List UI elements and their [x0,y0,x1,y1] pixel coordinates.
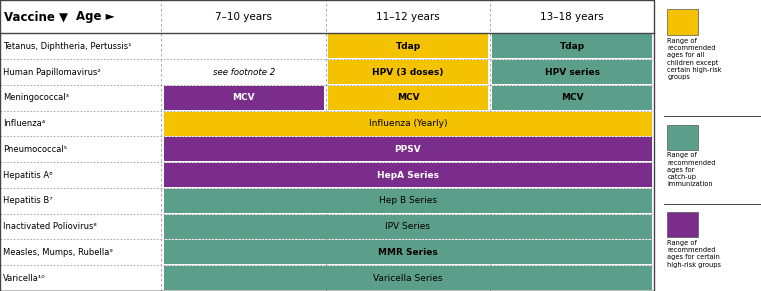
Text: Influenza (Yearly): Influenza (Yearly) [368,119,447,128]
Text: 13–18 years: 13–18 years [540,12,604,22]
Bar [329,34,488,58]
Text: MCV: MCV [232,93,255,102]
Text: 11–12 years: 11–12 years [376,12,440,22]
Bar [164,112,652,136]
Text: Tetanus, Diphtheria, Pertussis¹: Tetanus, Diphtheria, Pertussis¹ [3,42,132,51]
Text: 7–10 years: 7–10 years [215,12,272,22]
Text: Human Papillomavirus²: Human Papillomavirus² [3,68,100,77]
Bar [164,137,652,161]
Text: Hepatitis B⁷: Hepatitis B⁷ [3,196,53,205]
Bar [667,212,698,237]
Text: Inactivated Poliovirus⁸: Inactivated Poliovirus⁸ [3,222,97,231]
Text: Hep B Series: Hep B Series [379,196,437,205]
Bar [329,60,488,84]
Bar [492,34,652,58]
Bar [667,125,698,150]
Text: MMR Series: MMR Series [378,248,438,257]
Text: HPV (3 doses): HPV (3 doses) [372,68,444,77]
Bar [492,60,652,84]
Text: Meningococcal³: Meningococcal³ [3,93,69,102]
Text: Varicella¹⁰: Varicella¹⁰ [3,274,46,283]
Text: IPV Series: IPV Series [385,222,431,231]
Text: Influenza⁴: Influenza⁴ [3,119,46,128]
Text: Hepatitis A⁶: Hepatitis A⁶ [3,171,53,180]
Bar [164,86,324,110]
Text: Tdap: Tdap [396,42,421,51]
Bar [492,86,652,110]
Text: Varicella Series: Varicella Series [373,274,443,283]
Text: HPV series: HPV series [545,68,600,77]
Bar [164,214,652,239]
Text: MCV: MCV [396,93,419,102]
Bar [164,240,652,264]
Bar [667,9,698,35]
Text: PPSV: PPSV [394,145,422,154]
Bar [164,189,652,213]
Bar [164,163,652,187]
Bar [164,266,652,290]
Text: Range of
recommended
ages for certain
high-risk groups: Range of recommended ages for certain hi… [667,240,721,267]
Text: Pneumococcal⁵: Pneumococcal⁵ [3,145,67,154]
Bar [329,86,488,110]
Text: Vaccine ▼: Vaccine ▼ [4,10,68,23]
Text: Measles, Mumps, Rubella⁹: Measles, Mumps, Rubella⁹ [3,248,113,257]
Text: see footnote 2: see footnote 2 [212,68,275,77]
Text: Age ►: Age ► [76,10,115,23]
Text: MCV: MCV [561,93,584,102]
Text: HepA Series: HepA Series [377,171,439,180]
Text: Range of
recommended
ages for all
children except
certain high-risk
groups: Range of recommended ages for all childr… [667,38,722,80]
Text: Tdap: Tdap [559,42,585,51]
Text: Range of
recommended
ages for
catch-up
immunization: Range of recommended ages for catch-up i… [667,152,716,187]
